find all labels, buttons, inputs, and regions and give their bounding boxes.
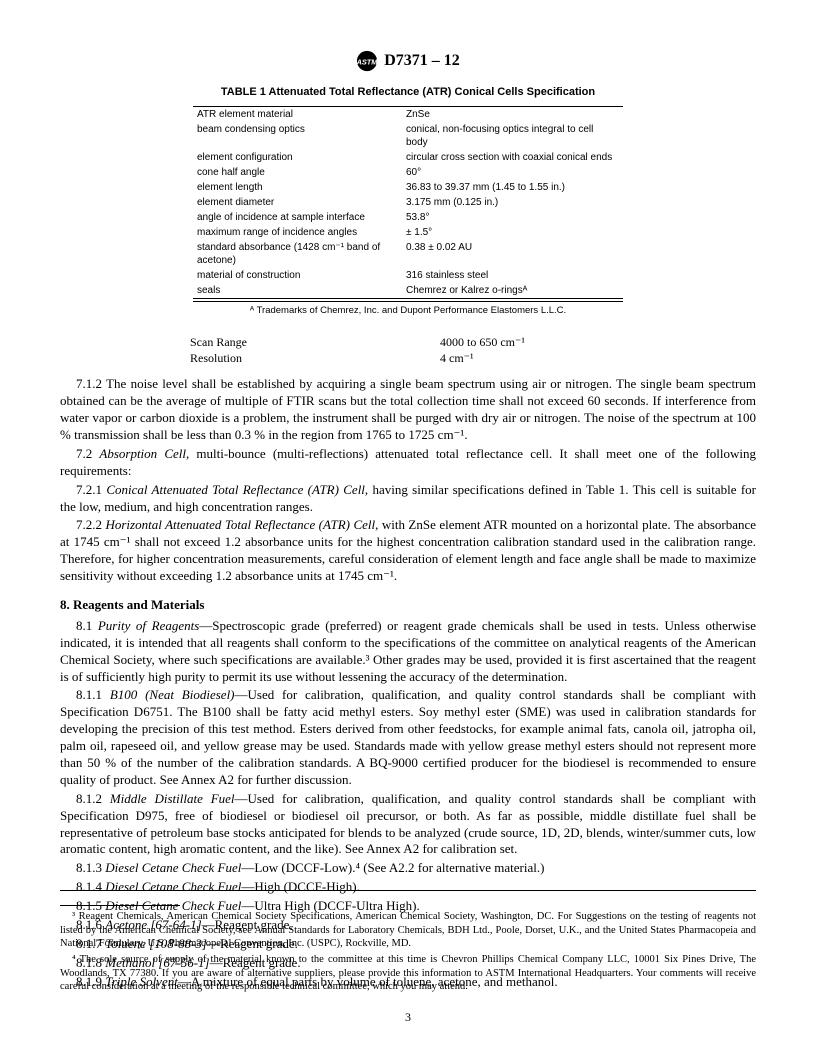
footnote-3-text: ³ Reagent Chemicals, American Chemical S…: [60, 911, 756, 949]
spec-value: circular cross section with coaxial coni…: [402, 150, 623, 165]
rest: —Low (DCCF-Low).⁴ (See A2.2 for alternat…: [241, 860, 544, 875]
lead: 8.1: [76, 618, 98, 633]
svg-text:ASTM: ASTM: [356, 58, 378, 67]
resolution-row: Resolution 4 cm⁻¹: [190, 351, 756, 367]
scan-range-label: Scan Range: [190, 335, 440, 351]
scan-range-value: 4000 to 650 cm⁻¹: [440, 335, 525, 351]
table-row: maximum range of incidence angles± 1.5°: [193, 225, 623, 240]
spec-label: seals: [193, 283, 402, 299]
term: Diesel Cetane Check Fuel: [105, 860, 241, 875]
spec-table: ATR element materialZnSebeam condensing …: [193, 106, 623, 299]
spec-value: 36.83 to 39.37 mm (1.45 to 1.55 in.): [402, 180, 623, 195]
table-title: TABLE 1 Attenuated Total Reflectance (AT…: [60, 86, 756, 100]
lead: 7.2: [76, 446, 99, 461]
table-row: ATR element materialZnSe: [193, 106, 623, 122]
table-row: sealsChemrez or Kalrez o-ringsᴬ: [193, 283, 623, 299]
table-footnote: ᴬ Trademarks of Chemrez, Inc. and Dupont…: [193, 301, 623, 317]
spec-value: 53.8°: [402, 210, 623, 225]
spec-value: 3.175 mm (0.125 in.): [402, 195, 623, 210]
term: Middle Distillate Fuel: [110, 791, 235, 806]
resolution-label: Resolution: [190, 351, 440, 367]
table-row: angle of incidence at sample interface53…: [193, 210, 623, 225]
resolution-value: 4 cm⁻¹: [440, 351, 474, 367]
para-8-1-3: 8.1.3 Diesel Cetane Check Fuel—Low (DCCF…: [60, 860, 756, 877]
para-7-2-1: 7.2.1 Conical Attenuated Total Reflectan…: [60, 482, 756, 516]
astm-logo-icon: ASTM: [356, 50, 378, 72]
spec-label: cone half angle: [193, 165, 402, 180]
table-row: standard absorbance (1428 cm⁻¹ band of a…: [193, 240, 623, 268]
term: Purity of Reagents: [98, 618, 199, 633]
term: Horizontal Attenuated Total Reflectance …: [105, 517, 375, 532]
table-row: element configurationcircular cross sect…: [193, 150, 623, 165]
term: Absorption Cell: [99, 446, 186, 461]
spec-value: 0.38 ± 0.02 AU: [402, 240, 623, 268]
spec-label: maximum range of incidence angles: [193, 225, 402, 240]
scan-parameters: Scan Range 4000 to 650 cm⁻¹ Resolution 4…: [190, 335, 756, 366]
term: B100 (Neat Biodiesel): [110, 687, 235, 702]
footnotes: ³ Reagent Chemicals, American Chemical S…: [60, 890, 756, 996]
table-row: material of construction316 stainless st…: [193, 268, 623, 283]
document-header: ASTM D7371 – 12: [60, 50, 756, 72]
para-8-1-2: 8.1.2 Middle Distillate Fuel—Used for ca…: [60, 791, 756, 859]
spec-value: Chemrez or Kalrez o-ringsᴬ: [402, 283, 623, 299]
spec-label: element length: [193, 180, 402, 195]
doc-number: D7371 – 12: [384, 51, 460, 72]
spec-label: angle of incidence at sample interface: [193, 210, 402, 225]
lead: 8.1.3: [76, 860, 105, 875]
lead: 7.2.1: [76, 482, 106, 497]
spec-label: standard absorbance (1428 cm⁻¹ band of a…: [193, 240, 402, 268]
spec-label: ATR element material: [193, 106, 402, 122]
footnote-4-text: ⁴ The sole source of supply of the mater…: [60, 954, 756, 992]
para-8-1-1: 8.1.1 B100 (Neat Biodiesel)—Used for cal…: [60, 687, 756, 788]
table-row: beam condensing opticsconical, non-focus…: [193, 122, 623, 150]
section-8-heading: 8. Reagents and Materials: [60, 597, 756, 614]
spec-label: material of construction: [193, 268, 402, 283]
spec-value: ± 1.5°: [402, 225, 623, 240]
term: Conical Attenuated Total Reflectance (AT…: [106, 482, 365, 497]
page-number: 3: [0, 1010, 816, 1026]
lead: 8.1.1: [76, 687, 110, 702]
scan-range-row: Scan Range 4000 to 650 cm⁻¹: [190, 335, 756, 351]
footnote-rule: [60, 905, 180, 906]
para-7-2: 7.2 Absorption Cell, multi-bounce (multi…: [60, 446, 756, 480]
para-7-1-2: 7.1.2 The noise level shall be establish…: [60, 376, 756, 444]
spec-value: 316 stainless steel: [402, 268, 623, 283]
para-7-2-2: 7.2.2 Horizontal Attenuated Total Reflec…: [60, 517, 756, 585]
table-row: cone half angle60°: [193, 165, 623, 180]
spec-label: element diameter: [193, 195, 402, 210]
spec-value: 60°: [402, 165, 623, 180]
table-row: element length36.83 to 39.37 mm (1.45 to…: [193, 180, 623, 195]
table-row: element diameter3.175 mm (0.125 in.): [193, 195, 623, 210]
spec-label: element configuration: [193, 150, 402, 165]
footnote-3: ³ Reagent Chemicals, American Chemical S…: [60, 910, 756, 951]
lead: 8.1.2: [76, 791, 110, 806]
para-8-1: 8.1 Purity of Reagents—Spectroscopic gra…: [60, 618, 756, 686]
spec-value: ZnSe: [402, 106, 623, 122]
spec-value: conical, non-focusing optics integral to…: [402, 122, 623, 150]
lead: 7.2.2: [76, 517, 105, 532]
footnote-4: ⁴ The sole source of supply of the mater…: [60, 953, 756, 994]
spec-label: beam condensing optics: [193, 122, 402, 150]
